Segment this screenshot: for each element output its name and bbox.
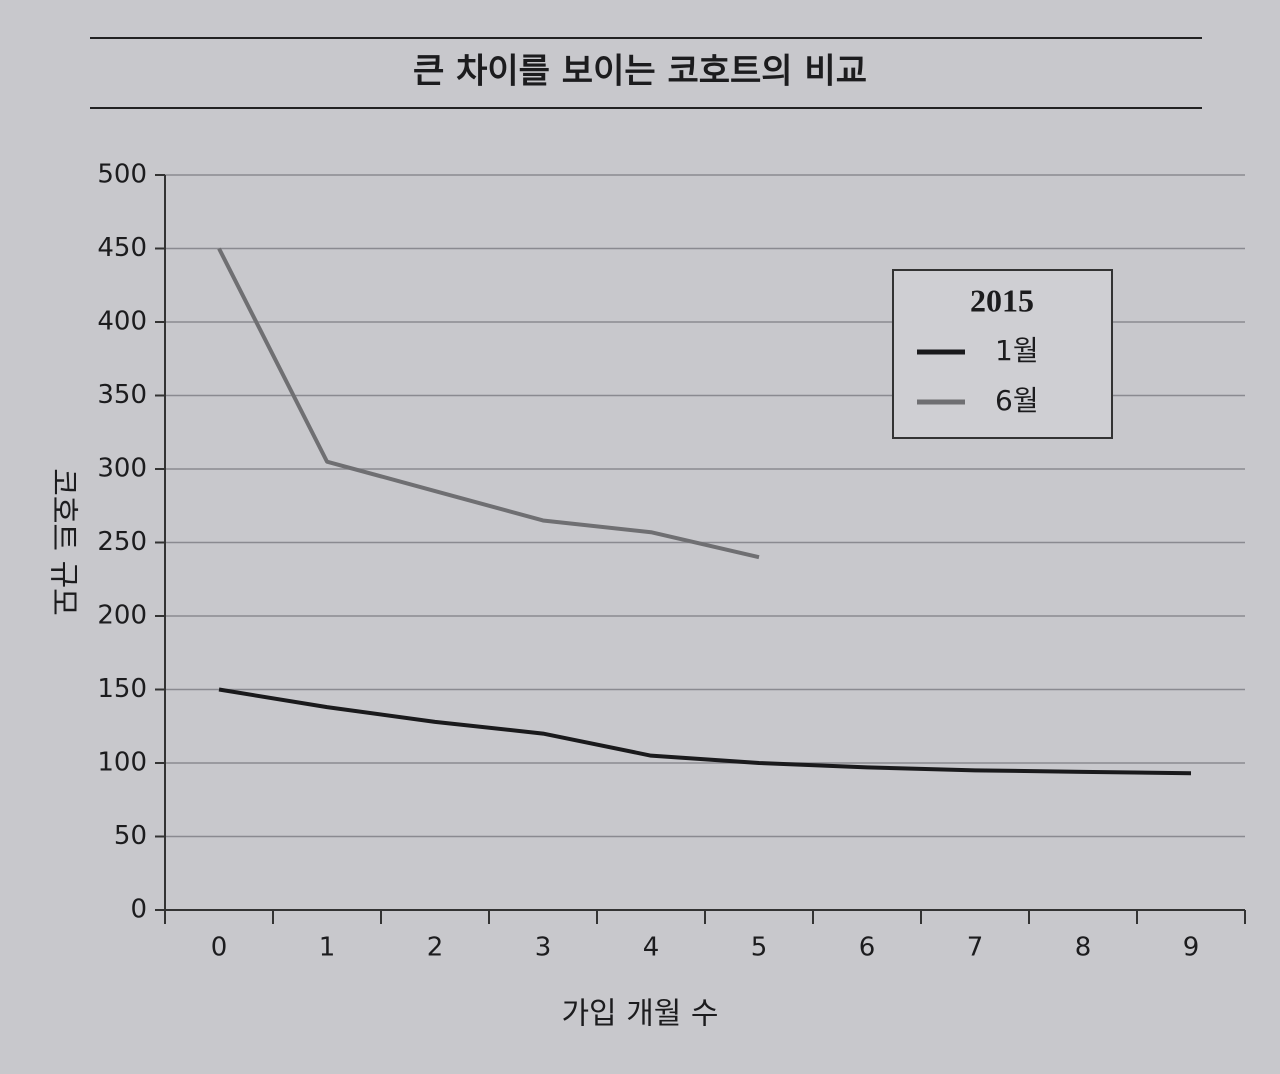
y-tick-label: 400: [97, 307, 147, 337]
series-line: [218, 687, 1192, 776]
y-tick-label: 0: [130, 895, 147, 925]
chart-title: 큰 차이를 보이는 코호트의 비교: [413, 52, 867, 92]
y-tick-label: 50: [114, 821, 147, 851]
legend-title: 2015: [970, 282, 1034, 318]
legend-label: 6월: [995, 384, 1039, 417]
y-tick-label: 150: [97, 674, 147, 704]
legend-label: 1월: [995, 334, 1039, 367]
x-tick-label: 2: [427, 933, 444, 963]
y-tick-label: 450: [97, 233, 147, 263]
x-tick-label: 0: [211, 933, 228, 963]
y-tick-label: 500: [97, 160, 147, 190]
x-tick-label: 3: [535, 933, 552, 963]
series-line: [217, 247, 760, 560]
y-tick-label: 300: [97, 454, 147, 484]
x-tick-label: 9: [1183, 933, 1200, 963]
y-tick-label: 250: [97, 527, 147, 557]
x-tick-label: 7: [967, 933, 984, 963]
x-tick-label: 4: [643, 933, 660, 963]
x-tick-label: 8: [1075, 933, 1092, 963]
y-tick-label: 350: [97, 380, 147, 410]
x-tick-label: 5: [751, 933, 768, 963]
y-tick-label: 100: [97, 748, 147, 778]
x-axis-label: 가입 개월 수: [561, 997, 718, 1032]
y-tick-label: 200: [97, 601, 147, 631]
x-tick-label: 1: [319, 933, 336, 963]
y-axis-label: 코호트 규모: [46, 468, 81, 616]
x-tick-label: 6: [859, 933, 876, 963]
